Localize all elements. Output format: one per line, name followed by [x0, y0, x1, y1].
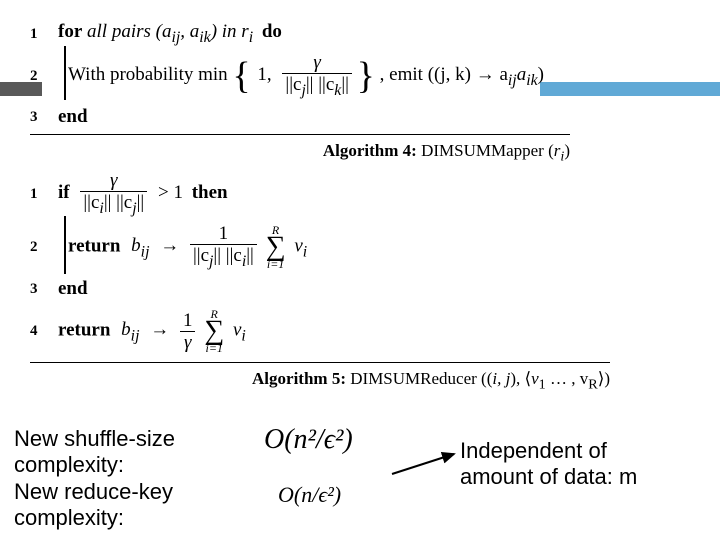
summation: R ∑ i=1 — [204, 308, 224, 354]
rule — [30, 134, 570, 135]
algorithm-5-caption: Algorithm 5: DIMSUMReducer ((i, j), ⟨v1 … — [30, 369, 610, 393]
shuffle-complexity-label: New shuffle-size complexity: New reduce-… — [14, 426, 175, 532]
line-number: 1 — [30, 186, 58, 203]
algorithm-4: 1 for all pairs (aij, aik) in ri do 2 Wi… — [30, 22, 570, 165]
text: 1, — [257, 64, 271, 85]
sub: R — [588, 376, 597, 392]
line-number: 2 — [30, 239, 58, 256]
sum-bot: i=1 — [266, 258, 286, 270]
text: all pairs (a — [87, 21, 171, 42]
line-number: 2 — [30, 68, 58, 85]
text: || — [137, 192, 145, 213]
text: , emit ((j, k) → a — [380, 64, 508, 85]
caption-name: DIMSUMReducer — [350, 369, 477, 388]
independent-label: Independent of amount of data: m — [460, 438, 637, 491]
line-number: 1 — [30, 26, 58, 43]
text: amount of data: m — [460, 464, 637, 490]
text: , a — [180, 21, 199, 42]
text: New shuffle-size — [14, 426, 175, 452]
kw-then: then — [192, 182, 228, 203]
caption-bold: Algorithm 5: — [252, 369, 346, 388]
sub: i — [303, 243, 307, 260]
sub: 1 — [539, 376, 546, 392]
sub: ik — [199, 29, 210, 46]
text: complexity: — [14, 452, 175, 478]
text: > 1 — [158, 182, 183, 203]
gamma: γ — [180, 332, 196, 352]
gamma: γ — [313, 52, 321, 73]
kw-do: do — [262, 21, 282, 42]
var: b — [131, 235, 141, 256]
kw-for: for — [58, 21, 82, 42]
text: || — [341, 74, 349, 95]
text: a — [517, 64, 527, 85]
text: ||c — [83, 192, 99, 213]
algorithm-4-caption: Algorithm 4: DIMSUMMapper (ri) — [30, 141, 570, 165]
sub: ik — [526, 72, 537, 89]
arrow-icon: → — [150, 319, 169, 340]
sub: i — [241, 327, 245, 344]
var: v — [294, 235, 302, 256]
sub: ij — [131, 327, 140, 344]
gamma: γ — [110, 170, 118, 191]
text: Independent of — [460, 438, 637, 464]
text: With probability min — [68, 64, 228, 85]
sigma-icon: ∑ — [266, 236, 286, 258]
fraction: γ ||ci|| ||cj|| — [80, 171, 147, 217]
bigO-reduce: O(n/ϵ²) — [278, 482, 341, 508]
line-number: 3 — [30, 281, 58, 298]
algorithm-5: 1 if γ ||ci|| ||cj|| > 1 then 2 return b… — [30, 172, 610, 393]
text: || ||c — [306, 74, 334, 95]
kw-return: return — [58, 319, 110, 340]
text: ||c — [285, 74, 301, 95]
text: || — [246, 245, 254, 266]
rule — [30, 362, 610, 363]
sum-bot: i=1 — [204, 342, 224, 354]
fraction: γ ||cj|| ||ck|| — [282, 53, 352, 99]
slide: 1 for all pairs (aij, aik) in ri do 2 Wi… — [0, 0, 720, 540]
summation: R ∑ i=1 — [266, 224, 286, 270]
kw-return: return — [68, 235, 120, 256]
arrow-icon — [388, 444, 468, 484]
text: 1 — [190, 224, 257, 245]
var: b — [121, 319, 131, 340]
sub: ij — [508, 72, 517, 89]
sub: ij — [141, 243, 150, 260]
text: New reduce-key — [14, 479, 175, 505]
kw-if: if — [58, 182, 70, 203]
line-number: 4 — [30, 323, 58, 340]
line-number: 3 — [30, 109, 58, 126]
sub: ij — [171, 29, 180, 46]
kw-end: end — [58, 278, 88, 300]
sub: i — [560, 148, 564, 164]
text: … , v — [546, 369, 589, 388]
text: ) in r — [211, 21, 249, 42]
text: ||c — [193, 245, 209, 266]
text: ) — [538, 64, 544, 85]
kw-end: end — [58, 106, 88, 128]
caption-bold: Algorithm 4: — [323, 141, 417, 160]
bigO-shuffle: O(n²/ϵ²) — [264, 424, 353, 456]
sub: i — [249, 29, 253, 46]
text: || ||c — [213, 245, 241, 266]
sigma-icon: ∑ — [204, 320, 224, 342]
text: complexity: — [14, 505, 175, 531]
caption-name: DIMSUMMapper — [421, 141, 544, 160]
fraction: 1 ||cj|| ||ci|| — [190, 224, 257, 270]
text: || ||c — [104, 192, 132, 213]
text: 1 — [180, 311, 196, 332]
fraction: 1 γ — [180, 311, 196, 352]
arrow-icon: → — [160, 235, 179, 256]
